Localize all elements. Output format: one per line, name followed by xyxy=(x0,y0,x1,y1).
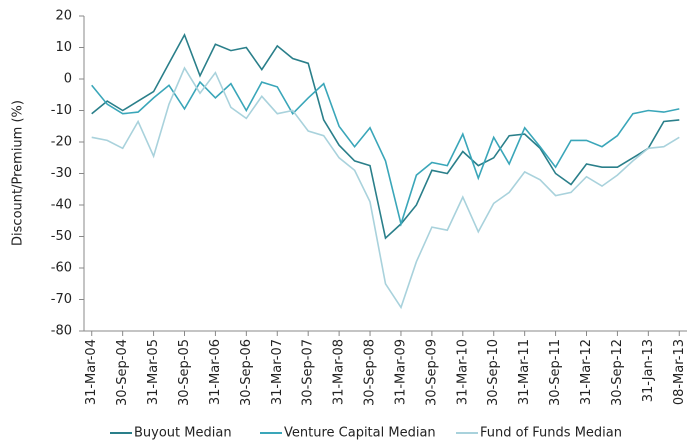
x-tick-label: 30-Sep-04 xyxy=(115,339,130,406)
x-tick-label: 31-Mar-05 xyxy=(146,339,161,405)
x-tick-label: 31-Mar-09 xyxy=(393,339,408,405)
x-tick-label: 30-Sep-10 xyxy=(486,339,501,406)
series-line xyxy=(91,32,680,240)
x-tick-label: 31-Jan-13 xyxy=(641,339,656,402)
y-tick-label: -40 xyxy=(51,198,72,213)
y-tick-label: 0 xyxy=(64,72,72,87)
legend-label: Venture Capital Median xyxy=(284,426,436,441)
y-tick-label: -10 xyxy=(51,103,72,118)
x-tick-label: 31-Mar-10 xyxy=(455,339,470,405)
x-tick-label: 30-Sep-11 xyxy=(548,339,563,406)
legend-label: Fund of Funds Median xyxy=(480,426,622,441)
y-tick-label: -50 xyxy=(51,229,72,244)
x-tick-label: 30-Sep-07 xyxy=(301,339,316,406)
x-tick-label: 30-Sep-08 xyxy=(363,339,378,406)
y-tick-label: -70 xyxy=(51,292,72,307)
x-tick-label: 31-Mar-07 xyxy=(270,339,285,405)
y-tick-label: -60 xyxy=(51,261,72,276)
x-tick-label: 31-Mar-08 xyxy=(332,339,347,405)
series-line xyxy=(91,66,680,310)
x-tick-label: 30-Sep-05 xyxy=(177,339,192,406)
x-tick-label: 31-Mar-06 xyxy=(208,339,223,405)
x-tick-label: 31-Mar-11 xyxy=(517,339,532,405)
y-axis-title: Discount/Premium (%) xyxy=(11,100,26,246)
y-tick-label: 10 xyxy=(55,40,72,55)
x-tick-label: 30-Sep-06 xyxy=(239,339,254,406)
y-tick-label: -30 xyxy=(51,166,72,181)
y-tick-label: -20 xyxy=(51,135,72,150)
y-tick-label: -80 xyxy=(51,324,72,339)
series-line xyxy=(91,80,680,227)
x-tick-label: 30-Sep-09 xyxy=(424,339,439,406)
y-tick-label: 20 xyxy=(55,9,72,24)
x-tick-label: 31-Mar-12 xyxy=(579,339,594,405)
x-tick-label: 30-Sep-12 xyxy=(610,339,625,406)
x-tick-label: 08-Mar-13 xyxy=(672,339,687,405)
x-tick-label: 31-Mar-04 xyxy=(84,339,99,405)
legend-label: Buyout Median xyxy=(134,426,232,441)
